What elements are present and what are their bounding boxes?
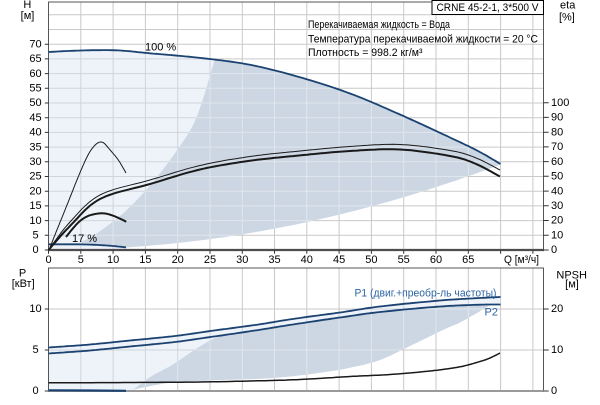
svg-text:35: 35 [29,141,41,153]
svg-text:10: 10 [107,254,119,266]
svg-text:30: 30 [29,156,41,168]
svg-text:10: 10 [29,215,41,227]
svg-text:40: 40 [29,127,41,139]
svg-text:Температура перекачиваемой жид: Температура перекачиваемой жидкости = 20… [308,34,538,46]
svg-text:70: 70 [551,141,563,153]
svg-text:25: 25 [29,171,41,183]
svg-text:10: 10 [551,230,563,242]
svg-text:20: 20 [551,215,563,227]
svg-text:0: 0 [551,244,557,256]
svg-text:30: 30 [551,200,563,212]
svg-text:NPSH: NPSH [556,269,587,281]
svg-text:65: 65 [29,53,41,65]
svg-text:15: 15 [29,200,41,212]
svg-text:0: 0 [45,254,51,266]
svg-text:15: 15 [139,254,151,266]
svg-text:50: 50 [365,254,377,266]
svg-text:80: 80 [551,126,563,138]
svg-text:40: 40 [551,185,563,197]
svg-text:100 %: 100 % [145,42,176,54]
svg-text:50: 50 [551,171,563,183]
svg-text:55: 55 [398,254,410,266]
svg-text:0: 0 [32,385,38,397]
svg-text:Плотность = 998.2 кг/м³: Плотность = 998.2 кг/м³ [308,47,423,59]
svg-text:0: 0 [32,244,38,256]
svg-text:[м]: [м] [565,278,579,290]
svg-text:45: 45 [29,112,41,124]
svg-text:5: 5 [78,254,84,266]
svg-text:40: 40 [301,254,313,266]
svg-text:10: 10 [551,344,563,356]
svg-text:60: 60 [430,254,442,266]
svg-text:[%]: [%] [559,11,575,23]
svg-text:10: 10 [29,303,41,315]
svg-text:[кВт]: [кВт] [12,278,35,290]
svg-text:100: 100 [551,97,569,109]
svg-text:50: 50 [29,97,41,109]
svg-text:17 %: 17 % [72,233,97,245]
svg-text:65: 65 [462,254,474,266]
svg-text:25: 25 [204,254,216,266]
svg-text:60: 60 [29,68,41,80]
svg-text:Перекачиваемая жидкость = Вода: Перекачиваемая жидкость = Вода [308,19,451,31]
svg-text:[м]: [м] [21,10,35,22]
svg-text:CRNE 45-2-1, 3*500 V: CRNE 45-2-1, 3*500 V [437,2,540,14]
svg-text:35: 35 [268,254,280,266]
svg-text:0: 0 [551,385,557,397]
svg-text:5: 5 [32,344,38,356]
svg-text:45: 45 [333,254,345,266]
svg-text:P2: P2 [485,307,498,319]
svg-text:20: 20 [551,303,563,315]
svg-text:20: 20 [172,254,184,266]
svg-text:60: 60 [551,156,563,168]
svg-text:Q [м³/ч]: Q [м³/ч] [504,254,539,266]
svg-text:70: 70 [29,38,41,50]
svg-text:eta: eta [560,0,576,11]
svg-text:P: P [19,267,26,279]
svg-text:20: 20 [29,185,41,197]
svg-text:P1 (двиг.+преобр-ль частоты): P1 (двиг.+преобр-ль частоты) [355,288,497,300]
svg-text:30: 30 [236,254,248,266]
svg-text:H: H [23,0,31,11]
svg-text:5: 5 [32,230,38,242]
svg-text:55: 55 [29,83,41,95]
svg-text:90: 90 [551,112,563,124]
